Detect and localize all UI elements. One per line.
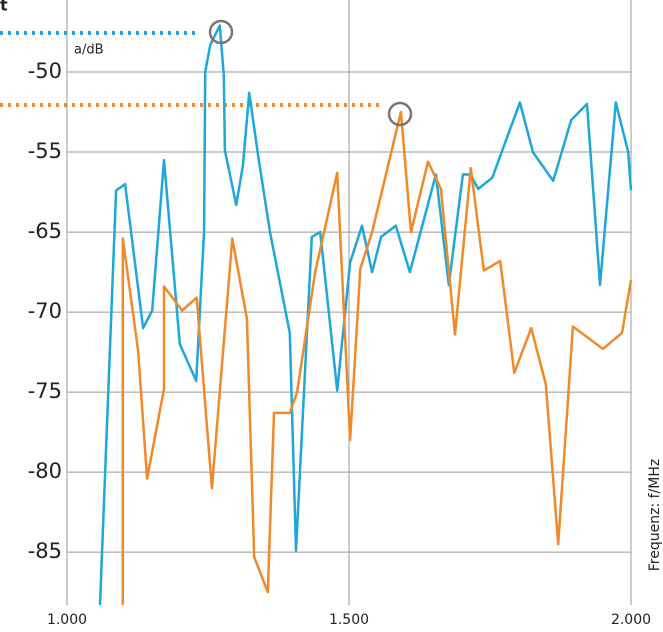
peak-marker [387, 101, 413, 127]
series-line [121, 110, 633, 605]
peak-marker [208, 19, 234, 45]
series-line [98, 24, 633, 606]
y-tick-label: -50 [28, 59, 62, 83]
x-tick-label: 2.000 [611, 612, 651, 628]
y-tick-label: -75 [28, 379, 62, 403]
x-tick-label: 1.000 [47, 612, 87, 628]
y-tick-label: -80 [28, 459, 62, 483]
y-axis-label: a/dB [74, 43, 104, 58]
y-tick-label: -65 [28, 219, 62, 243]
y-tick-label: -70 [28, 299, 62, 323]
y-tick-label: -55 [28, 139, 62, 163]
x-axis-label: Frequenz: f/MHz [647, 459, 663, 571]
y-tick-label: -85 [28, 539, 62, 563]
x-tick-label: 1.500 [329, 612, 369, 628]
chart-title: t [0, 0, 8, 15]
